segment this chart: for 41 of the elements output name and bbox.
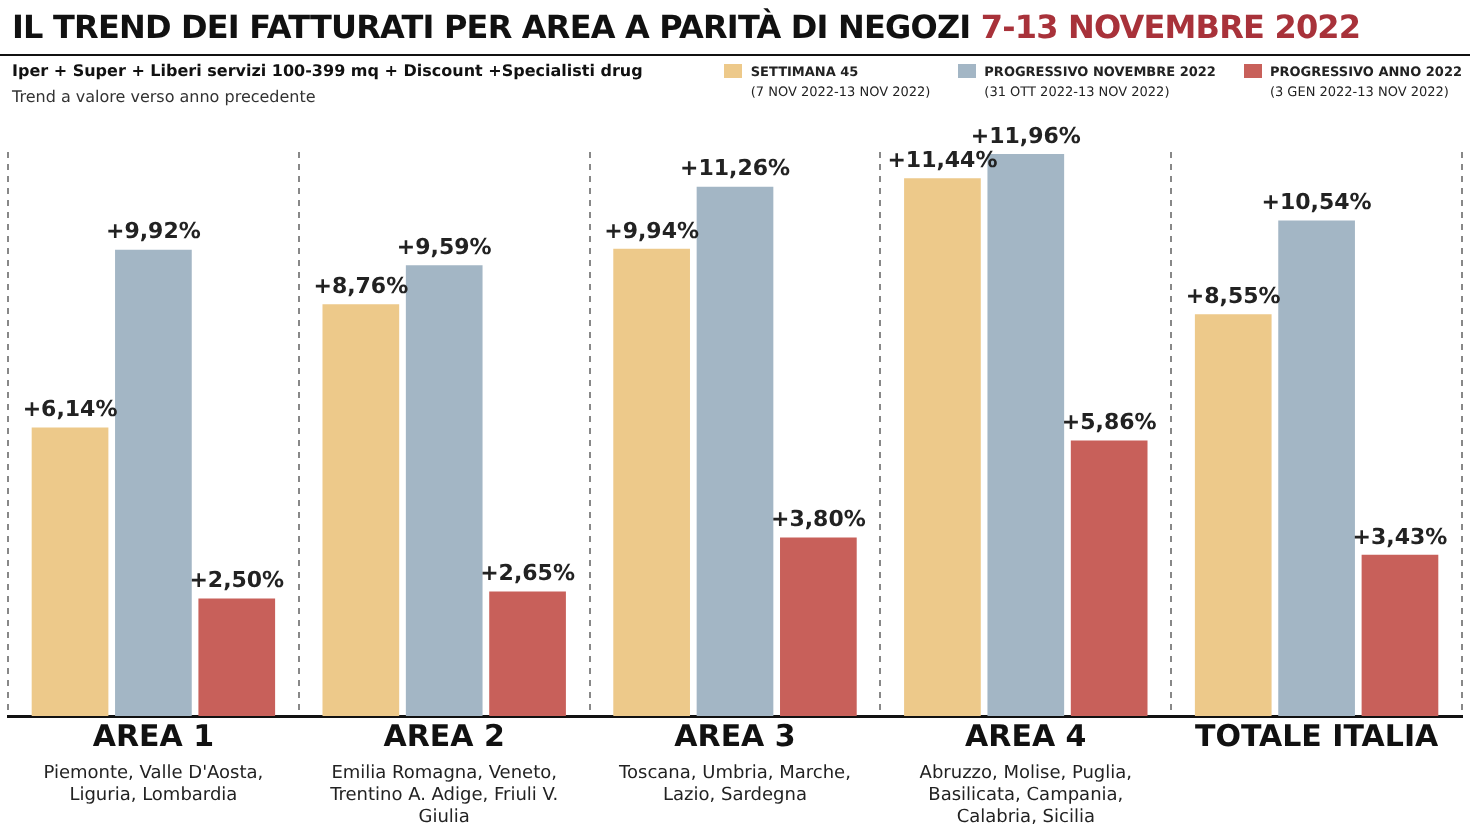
data-label: +5,86%	[1061, 409, 1157, 436]
x-tick-label: AREA 1	[92, 717, 215, 754]
text: Toscana, Umbria, Marche, Lazio, Sardegna	[617, 763, 851, 806]
bar	[696, 186, 774, 716]
x-tick-label: AREA 4	[965, 717, 1087, 754]
bar	[904, 178, 981, 716]
text: Piemonte, Valle D'Aosta, Liguria, Lombardia	[43, 763, 264, 806]
data-label: +6,14%	[22, 396, 118, 423]
data-label: +2,50%	[189, 567, 285, 594]
bar	[198, 598, 276, 716]
data-label: +8,76%	[313, 273, 409, 299]
chart-subtitle: Iper + Super + Liberi servizi 100-399 mq + Discount +Specialisti drug	[12, 62, 643, 80]
data-label: +10,54%	[1261, 189, 1372, 216]
data-label: +8,55%	[1185, 282, 1281, 309]
data-label: +11,44%	[887, 147, 998, 174]
bar	[1194, 314, 1272, 716]
x-tick-label: TOTALE ITALIA	[1194, 717, 1440, 754]
chart-title: IL TREND DEI FATTURATI PER AREA A PARITÀ DI NEGOZI 7-13 NOVEMBRE 2022	[12, 8, 1361, 46]
bar	[1278, 220, 1355, 716]
text: Abruzzo, Molise, Puglia, Basilicata, Campania, Calabria, Sicilia	[919, 763, 1133, 828]
bar	[322, 304, 400, 716]
data-label: +3,43%	[1352, 523, 1448, 550]
bar	[31, 427, 109, 716]
data-label: +3,80%	[770, 506, 866, 533]
data-label: +9,94%	[604, 217, 700, 244]
data-label: +11,26%	[679, 155, 791, 182]
data-label: +9,59%	[396, 233, 492, 260]
data-label: +11,96%	[970, 122, 1081, 149]
bar	[405, 265, 483, 716]
bar	[1361, 554, 1439, 716]
text: Emilia Romagna, Veneto, Trentino A. Adige, Friuli V. Giulia	[328, 763, 559, 828]
bar	[1070, 440, 1148, 716]
bar	[613, 248, 690, 716]
x-tick-label: AREA 2	[383, 717, 505, 754]
bar	[115, 249, 192, 716]
text: Trend a valore verso anno precedente	[12, 88, 316, 106]
data-label: +9,92%	[106, 218, 201, 245]
bar	[489, 591, 566, 716]
bar	[780, 537, 857, 716]
data-label: +2,65%	[480, 560, 575, 587]
x-tick-label: AREA 3	[674, 717, 796, 754]
